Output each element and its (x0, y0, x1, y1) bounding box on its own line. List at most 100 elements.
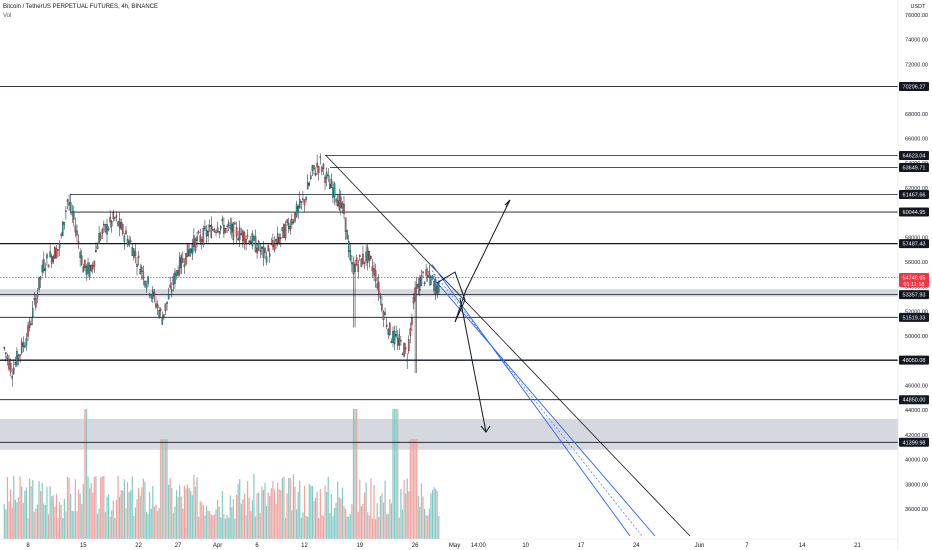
level-tag (899, 312, 929, 322)
candle-body (212, 229, 214, 231)
candle-body (324, 176, 326, 183)
volume-bar (90, 482, 92, 539)
candle-body (423, 282, 426, 285)
candle-body (313, 165, 315, 170)
volume-bar (422, 496, 424, 539)
volume-bar (356, 409, 358, 539)
candle-body (13, 367, 15, 374)
volume-bar (403, 480, 405, 539)
candle-body (148, 293, 151, 296)
y-tick-label: 42000.00 (905, 433, 928, 439)
volume-bar (52, 495, 54, 539)
volume-bar (87, 476, 89, 539)
candle-body (362, 253, 364, 265)
candle-body (177, 270, 179, 276)
candle-body (436, 285, 438, 294)
volume-bar (242, 499, 244, 539)
volume-bar (275, 504, 277, 539)
candle-body (415, 284, 418, 290)
volume-bar (155, 504, 157, 539)
volume-bar (247, 481, 249, 539)
candle-body (39, 276, 42, 280)
candle-body (62, 221, 64, 236)
level-tag-label: 63649.71 (903, 166, 926, 172)
volume-bar (259, 513, 261, 539)
volume-bar (240, 503, 242, 539)
candle-body (379, 295, 382, 299)
volume-bar (360, 505, 362, 539)
volume-bar (269, 496, 271, 539)
candle-body (104, 224, 107, 232)
horizontal-levels (0, 86, 898, 443)
volume-bar (169, 477, 171, 539)
candle-body (250, 240, 252, 244)
candle-body (50, 255, 53, 264)
candle-body (327, 174, 329, 176)
candle-body (232, 222, 235, 240)
volume-bar (25, 487, 28, 539)
level-tag (899, 163, 929, 173)
x-tick-label: 27 (175, 543, 182, 549)
volume-bar (149, 491, 151, 539)
volume-bar (158, 507, 160, 539)
volume-bar (300, 517, 302, 539)
candle-body (129, 240, 132, 243)
candle-body (294, 212, 296, 222)
volume-bar (212, 515, 214, 539)
candle-body (273, 243, 276, 251)
volume-bar (318, 517, 320, 539)
volume-bar (188, 488, 190, 539)
channel-line-upper (431, 264, 631, 537)
volume-bar (89, 488, 91, 539)
volume-bar (13, 475, 15, 539)
level-tag (899, 189, 929, 199)
candle-body (396, 338, 399, 346)
volume-bar (27, 518, 29, 539)
candle-body (417, 283, 420, 288)
y-tick-label: 58000.00 (905, 235, 928, 241)
volume-bar (93, 476, 95, 539)
volume-bar (207, 510, 209, 539)
candle-body (355, 257, 358, 266)
volume-bar (30, 486, 32, 539)
volume-bar (375, 518, 377, 539)
candle-body (46, 254, 48, 259)
x-tick-label: 6 (255, 543, 259, 549)
candle-body (19, 354, 21, 356)
volume-bar (49, 486, 51, 539)
volume-bar (185, 488, 187, 539)
candle-body (175, 270, 178, 276)
symbol-title: Bitcoin / TetherUS PERPETUAL FUTURES, 4h… (3, 4, 159, 10)
volume-bar (14, 499, 16, 539)
volume-bar (28, 478, 31, 539)
volume-bar (145, 511, 148, 539)
volume-bar (288, 478, 290, 539)
candle-body (286, 219, 288, 224)
candle-body (5, 352, 7, 355)
volume-bar (326, 491, 328, 539)
volume-bar (284, 517, 287, 539)
candle-body (403, 342, 405, 357)
candle-body (84, 259, 86, 268)
candle-body (392, 331, 394, 343)
volume-bar (147, 514, 149, 539)
volume-bar (85, 409, 88, 539)
candle-body (66, 199, 69, 202)
y-tick-label: 72000.00 (905, 62, 928, 68)
candle-body (185, 253, 187, 265)
volume-bar (54, 506, 56, 539)
candle-body (363, 261, 366, 264)
volume-bar (172, 512, 174, 539)
volume-bar (156, 510, 159, 539)
volume-bar (128, 492, 130, 539)
x-tick-label: 17 (578, 543, 585, 549)
volume-bar (95, 476, 97, 539)
volume-bar (338, 497, 340, 539)
volume-bar (103, 475, 105, 539)
candle-body (338, 194, 341, 210)
volume-bar (319, 489, 321, 539)
candle-body (322, 163, 325, 169)
candle-body (99, 234, 102, 240)
level-tag-label: 60044.95 (903, 210, 926, 216)
